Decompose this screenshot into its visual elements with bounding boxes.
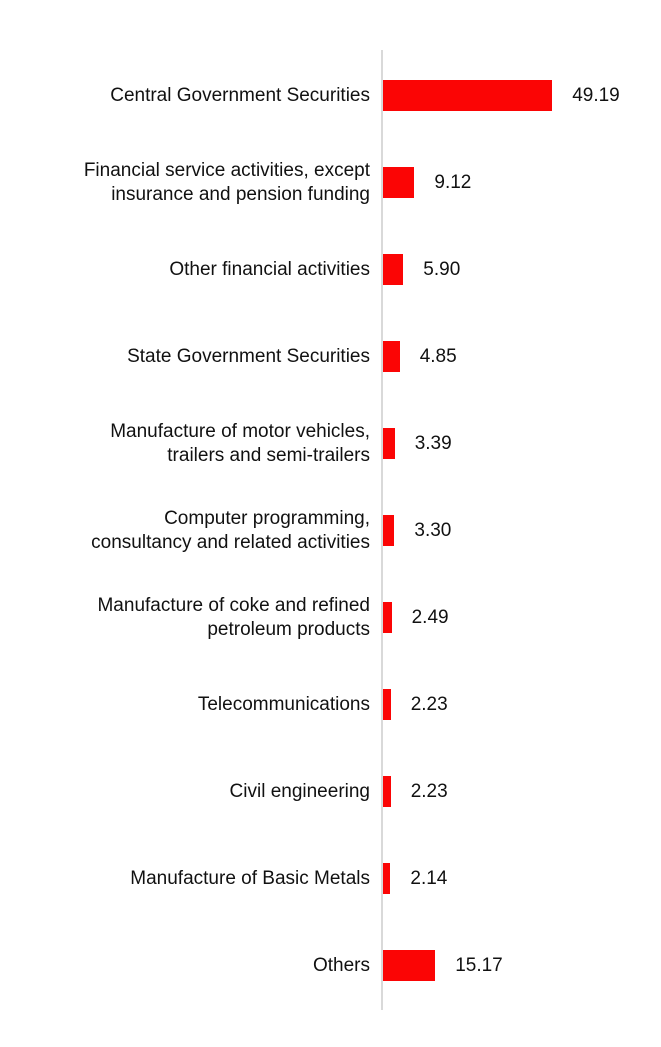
- bar-area: 15.17: [383, 922, 661, 1009]
- bar: [383, 254, 404, 285]
- bar-area: 2.49: [383, 574, 661, 661]
- bar: [383, 428, 395, 459]
- value-label: 2.49: [411, 606, 449, 628]
- value-label: 15.17: [455, 954, 503, 976]
- bar-row: Central Government Securities 49.19: [0, 52, 661, 139]
- bar-row: Manufacture of motor vehicles, trailers …: [0, 400, 661, 487]
- bar: [383, 167, 415, 198]
- category-label: Telecommunications: [197, 693, 370, 715]
- value-label: 5.90: [423, 258, 461, 280]
- bar-row: State Government Securities 4.85: [0, 313, 661, 400]
- bar-area: 2.14: [383, 835, 661, 922]
- bar-row: Other financial activities 5.90: [0, 226, 661, 313]
- bar-area: 49.19: [383, 52, 661, 139]
- category-label: Manufacture of coke and refined petroleu…: [97, 594, 370, 640]
- category-label: Other financial activities: [169, 258, 370, 280]
- value-label: 9.12: [434, 171, 472, 193]
- bar-row: Computer programming, consultancy and re…: [0, 487, 661, 574]
- bar: [383, 515, 395, 546]
- bar-area: 5.90: [383, 226, 661, 313]
- category-label: Manufacture of motor vehicles, trailers …: [110, 420, 370, 466]
- bar-area: 3.30: [383, 487, 661, 574]
- bar-row: Manufacture of Basic Metals 2.14: [0, 835, 661, 922]
- bar-row: Civil engineering 2.23: [0, 748, 661, 835]
- bar: [383, 689, 391, 720]
- bar-row: Manufacture of coke and refined petroleu…: [0, 574, 661, 661]
- category-label: Manufacture of Basic Metals: [130, 867, 370, 889]
- bar-area: 2.23: [383, 661, 661, 748]
- category-label: Others: [312, 954, 370, 976]
- bar: [383, 863, 391, 894]
- bar: [383, 950, 436, 981]
- bar-area: 4.85: [383, 313, 661, 400]
- value-label: 3.30: [414, 519, 452, 541]
- category-label: State Government Securities: [127, 345, 370, 367]
- bar-area: 2.23: [383, 748, 661, 835]
- value-label: 2.14: [410, 867, 448, 889]
- value-label: 3.39: [414, 432, 452, 454]
- bar-row: Telecommunications 2.23: [0, 661, 661, 748]
- category-label: Civil engineering: [229, 780, 370, 802]
- bar: [383, 602, 392, 633]
- chart-rows: Central Government Securities 49.19 Fina…: [0, 52, 661, 1009]
- bar-row: Others 15.17: [0, 922, 661, 1009]
- bar-area: 9.12: [383, 139, 661, 226]
- category-label: Computer programming, consultancy and re…: [91, 507, 370, 553]
- value-label: 49.19: [572, 84, 620, 106]
- bar: [383, 776, 391, 807]
- bar-row: Financial service activities, except ins…: [0, 139, 661, 226]
- category-label: Central Government Securities: [110, 84, 370, 106]
- value-label: 4.85: [419, 345, 457, 367]
- y-axis-line: [381, 50, 383, 1010]
- value-label: 2.23: [410, 693, 448, 715]
- bar-area: 3.39: [383, 400, 661, 487]
- bar: [383, 80, 553, 111]
- category-label: Financial service activities, except ins…: [83, 159, 370, 205]
- value-label: 2.23: [410, 780, 448, 802]
- bar: [383, 341, 400, 372]
